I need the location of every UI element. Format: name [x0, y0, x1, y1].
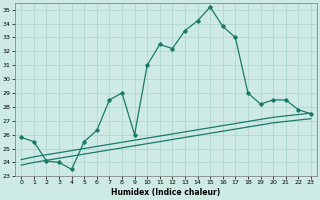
X-axis label: Humidex (Indice chaleur): Humidex (Indice chaleur) — [111, 188, 221, 197]
